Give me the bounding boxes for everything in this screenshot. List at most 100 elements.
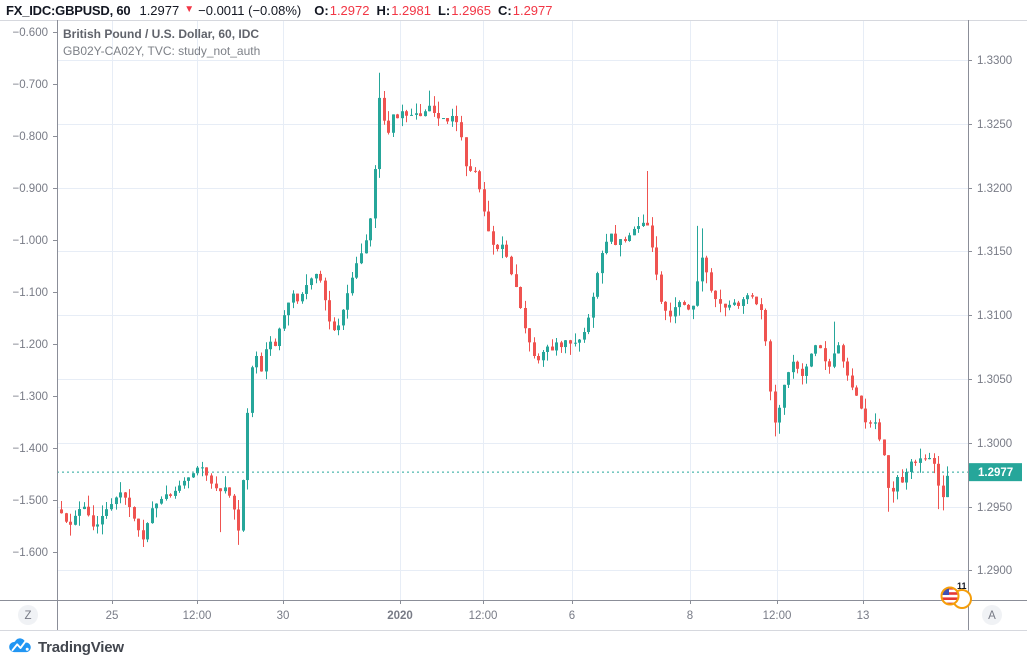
candle-body <box>137 518 140 531</box>
candle-body <box>787 372 790 385</box>
candle-body <box>178 485 181 491</box>
symbol-quote-bar: FX_IDC:GBPUSD, 60 1.2977 ▼ −0.0011 (−0.0… <box>0 0 1027 20</box>
candle-body <box>564 340 567 348</box>
candle-body <box>142 530 145 540</box>
close-value: 1.2977 <box>512 2 553 18</box>
left-axis-label: −1.500 <box>13 495 49 507</box>
candle-body <box>664 301 667 311</box>
candle-body <box>860 395 863 409</box>
right-price-axis[interactable]: 1.3300 1.3250 1.3200 1.3150 1.3100 1.3050 1.30… <box>968 55 1012 577</box>
candle-body <box>415 113 418 115</box>
candle-body <box>737 302 740 306</box>
candle-body <box>855 387 858 396</box>
left-axis-label: −1.200 <box>13 339 49 351</box>
open-label: O: <box>314 2 329 18</box>
candle-body <box>833 353 836 367</box>
candle-body <box>378 97 381 170</box>
candle-body <box>319 273 322 281</box>
candle-body <box>805 366 808 376</box>
candle-body <box>305 285 308 294</box>
pane-borders <box>0 20 1027 631</box>
candle-body <box>455 115 458 123</box>
candle-body <box>69 521 72 525</box>
candle-body <box>819 345 822 349</box>
candle-body <box>678 302 681 308</box>
candle-body <box>646 222 649 226</box>
right-axis-label: 1.3000 <box>977 438 1012 450</box>
candle-body <box>924 458 927 460</box>
candle-body <box>710 272 713 291</box>
autoscale-button[interactable]: A <box>982 605 1002 625</box>
candle-body <box>65 513 68 522</box>
timezone-button[interactable]: Z <box>18 605 38 625</box>
candle-body <box>533 342 536 356</box>
candle-body <box>492 231 495 245</box>
candle-body <box>878 422 881 440</box>
candle-body <box>124 492 127 498</box>
candle-body <box>896 476 899 492</box>
price-change: −0.0011 (−0.08%) <box>198 2 302 18</box>
candle-body <box>451 115 454 122</box>
high-label: H: <box>376 2 391 18</box>
candle-body <box>596 273 599 297</box>
candle-body <box>555 342 558 351</box>
candle-body <box>719 299 722 304</box>
time-axis-label: 25 <box>106 610 119 622</box>
candle-body <box>674 307 677 317</box>
economic-event-icon[interactable]: 11 <box>940 581 972 609</box>
candle-body <box>360 253 363 264</box>
candle-body <box>260 355 263 372</box>
brand-name[interactable]: TradingView <box>38 638 124 656</box>
right-axis-label: 1.2950 <box>977 502 1012 514</box>
candle-body <box>892 487 895 492</box>
candle-body <box>633 228 636 236</box>
candle-body <box>278 328 281 347</box>
candle-body <box>764 310 767 342</box>
candle-body <box>624 239 627 242</box>
candle-body <box>287 302 290 316</box>
time-axis[interactable]: 25 12:00 30 2020 12:00 6 8 12:00 13 <box>106 600 870 622</box>
time-axis-label: 2020 <box>387 610 413 622</box>
candle-body <box>133 507 136 519</box>
candle-body <box>174 490 177 496</box>
svg-text:11: 11 <box>957 581 967 591</box>
candle-body <box>119 492 122 498</box>
candle-body <box>814 345 817 354</box>
candle-body <box>846 361 849 376</box>
candle-body <box>196 467 199 474</box>
candle-body <box>292 293 295 303</box>
time-axis-label: 12:00 <box>183 610 212 622</box>
candle-body <box>96 524 99 527</box>
close-label: C: <box>498 2 512 18</box>
candle-body <box>910 461 913 473</box>
left-price-axis[interactable]: −0.600 −0.700 −0.800 −0.900 −1.000 −1.100 −1.2… <box>13 27 58 559</box>
candle-body <box>587 317 590 333</box>
candle-body <box>246 412 249 481</box>
candle-body <box>801 368 804 376</box>
low-label: L: <box>437 2 451 18</box>
symbol-name[interactable]: FX_IDC:GBPUSD, 60 <box>6 2 131 18</box>
candle-body <box>210 475 213 484</box>
candle-body <box>374 169 377 219</box>
left-axis-label: −0.900 <box>13 183 49 195</box>
right-axis-label: 1.2900 <box>977 565 1012 577</box>
tradingview-logo-icon[interactable] <box>8 637 32 658</box>
candle-body <box>483 189 486 212</box>
candle-body <box>155 503 158 509</box>
candle-body <box>655 247 658 275</box>
candle-body <box>778 407 781 423</box>
candle-body <box>78 509 81 516</box>
candle-body <box>637 226 640 229</box>
candle-body <box>942 485 945 498</box>
candle-body <box>714 290 717 300</box>
candle-body <box>437 112 440 119</box>
candle-body <box>487 211 490 232</box>
candle-body <box>510 256 513 275</box>
candle-body <box>905 472 908 483</box>
candle-body <box>265 349 268 372</box>
candle-body <box>115 497 118 505</box>
candle-body <box>519 287 522 309</box>
candle-body <box>578 339 581 343</box>
candle-body <box>933 457 936 464</box>
